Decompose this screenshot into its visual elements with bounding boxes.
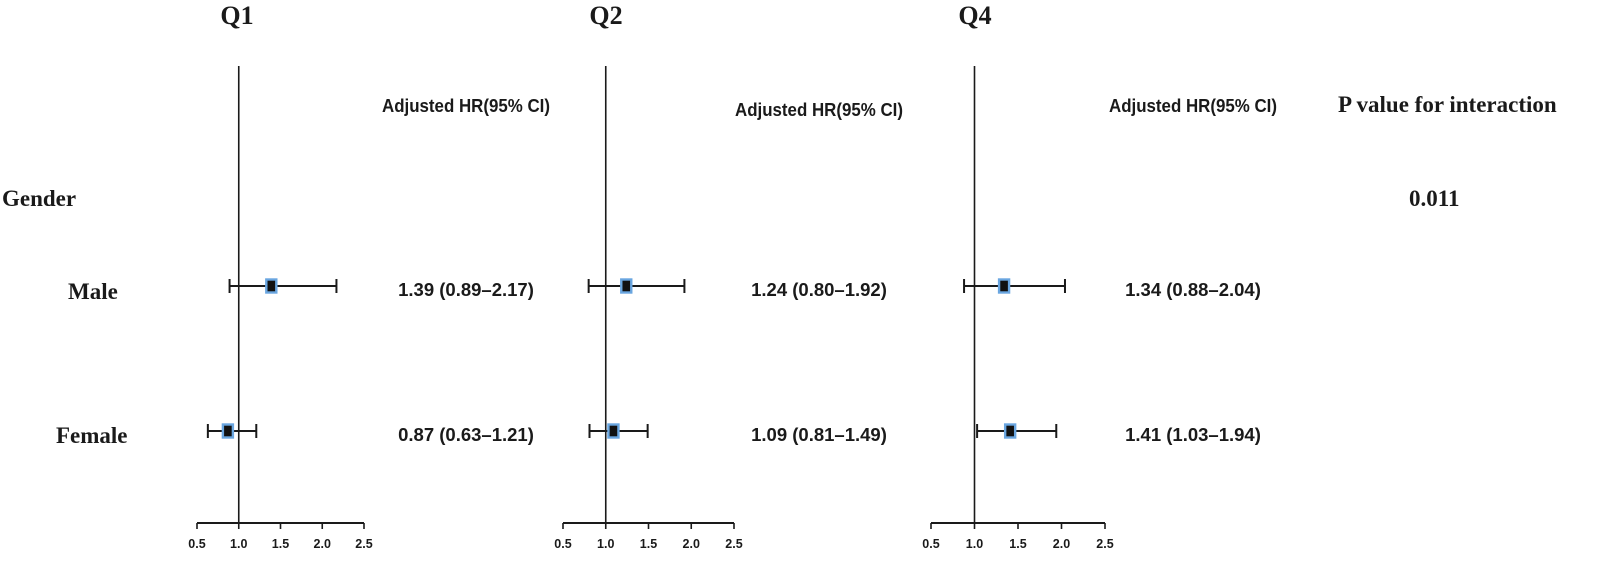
hr-value-male: 1.24 (0.80–1.92)	[751, 279, 887, 300]
x-tick-label: 2.5	[1096, 537, 1113, 551]
point-estimate-male	[997, 278, 1011, 294]
x-tick-label: 2.0	[1053, 537, 1070, 551]
point-estimate-male	[620, 278, 633, 294]
panel-q2: Q2 Adjusted HR(95% CI) 0.5 1.0 1.5 2.0 2.5 1.24…	[554, 1, 903, 551]
panel-q1: Q1 Adjusted HR(95% CI) 0.5 1.0 1.5 2.0 2.5 1.39…	[188, 1, 550, 551]
x-tick-label: 2.5	[725, 537, 742, 551]
hr-column-header: Adjusted HR(95% CI)	[735, 100, 903, 120]
point-estimate-female	[221, 423, 235, 439]
panel-title: Q2	[589, 1, 622, 30]
x-tick-label: 1.5	[272, 537, 289, 551]
x-tick-label: 1.5	[640, 537, 657, 551]
x-tick-label: 0.5	[922, 537, 939, 551]
group-label: Gender	[2, 186, 76, 211]
hr-value-female: 1.41 (1.03–1.94)	[1125, 424, 1261, 445]
hr-value-male: 1.39 (0.89–2.17)	[398, 279, 534, 300]
point-estimate-female	[607, 423, 620, 439]
panel-title: Q4	[958, 1, 991, 30]
panel-q4: Q4 Adjusted HR(95% CI) 0.5 1.0 1.5 2.0 2.5 1.34…	[922, 1, 1277, 551]
pvalue-value: 0.011	[1409, 186, 1459, 211]
hr-column-header: Adjusted HR(95% CI)	[382, 96, 550, 116]
x-tick-label: 1.0	[966, 537, 983, 551]
panel-title: Q1	[220, 1, 253, 30]
x-tick-label: 2.5	[355, 537, 372, 551]
x-tick-label: 2.0	[314, 537, 331, 551]
hr-column-header: Adjusted HR(95% CI)	[1109, 96, 1277, 116]
row-label-female: Female	[56, 423, 128, 448]
x-tick-label: 1.0	[597, 537, 614, 551]
x-tick-label: 1.0	[230, 537, 247, 551]
x-tick-label: 2.0	[683, 537, 700, 551]
row-label-male: Male	[68, 279, 118, 304]
pvalue-header: P value for interaction	[1338, 92, 1557, 117]
hr-value-male: 1.34 (0.88–2.04)	[1125, 279, 1261, 300]
panels: Q1 Adjusted HR(95% CI) 0.5 1.0 1.5 2.0 2.5 1.39…	[188, 1, 1277, 551]
hr-value-female: 1.09 (0.81–1.49)	[751, 424, 887, 445]
point-estimate-male	[265, 278, 278, 294]
x-tick-label: 0.5	[188, 537, 205, 551]
hr-value-female: 0.87 (0.63–1.21)	[398, 424, 534, 445]
x-tick-label: 0.5	[554, 537, 571, 551]
point-estimate-female	[1003, 423, 1017, 439]
x-tick-label: 1.5	[1009, 537, 1026, 551]
